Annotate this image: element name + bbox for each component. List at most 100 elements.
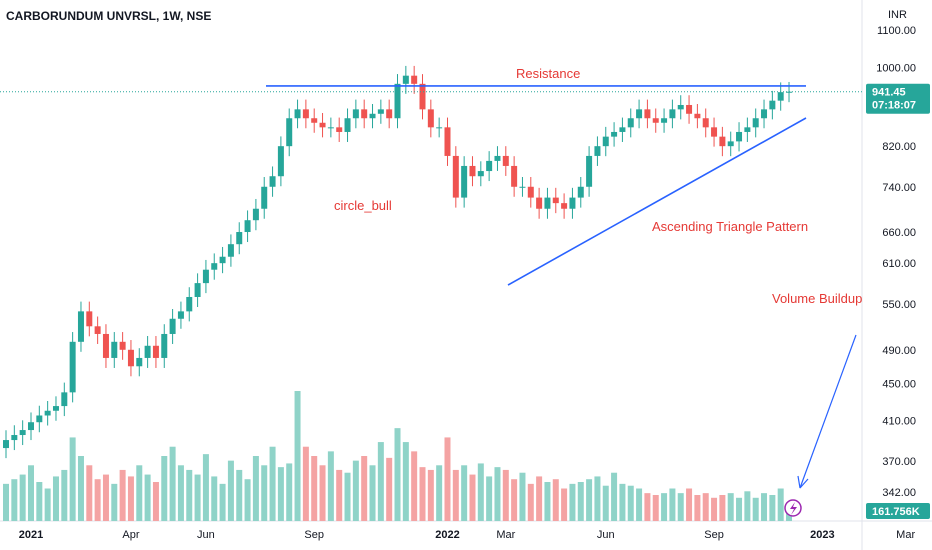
candle-body xyxy=(744,127,751,132)
y-tick-label: 370.00 xyxy=(882,456,916,468)
candle-body xyxy=(394,83,401,119)
lightning-icon-glyph xyxy=(790,502,797,515)
volume-bar xyxy=(302,446,309,521)
candle-body xyxy=(11,435,18,441)
y-tick-label: 610.00 xyxy=(882,258,916,270)
volume-badge xyxy=(866,503,930,519)
candle-body xyxy=(469,165,476,177)
y-tick-label: 550.00 xyxy=(882,299,916,311)
candle-body xyxy=(127,349,134,367)
candle-body xyxy=(544,197,551,209)
y-tick-label: 342.00 xyxy=(882,487,916,499)
candle-body xyxy=(427,109,434,128)
volume-bar xyxy=(369,465,376,521)
volume-bar xyxy=(402,442,409,521)
candle-body xyxy=(69,341,76,393)
candle-body xyxy=(611,131,618,137)
volume-bar xyxy=(686,488,693,521)
volume-bar xyxy=(36,482,43,521)
candle-body xyxy=(319,122,326,128)
volume-bar xyxy=(252,456,259,521)
circle-bull-label: circle_bull xyxy=(334,198,392,213)
y-tick-label: 740.00 xyxy=(882,182,916,194)
volume-bar xyxy=(711,497,718,521)
y-tick-label: 1100.00 xyxy=(877,25,916,37)
candle-body xyxy=(669,109,676,119)
candle-body xyxy=(86,311,93,327)
candle-body xyxy=(44,410,51,416)
y-tick-label: 660.00 xyxy=(882,227,916,239)
candle-body xyxy=(152,345,159,358)
y-tick-label: 1000.00 xyxy=(876,63,916,75)
volume-bar xyxy=(186,469,193,521)
y-tick-label: 450.00 xyxy=(882,378,916,390)
volume-bar xyxy=(469,474,476,521)
volume-bar xyxy=(44,488,51,521)
volume-bar xyxy=(511,479,518,521)
y-tick-label: 410.00 xyxy=(882,415,916,427)
x-tick-label: Jun xyxy=(597,529,615,541)
candle-body xyxy=(336,127,343,132)
x-tick-label: Apr xyxy=(122,529,139,541)
candle-body xyxy=(727,141,734,147)
volume-bar xyxy=(544,482,551,521)
candle-body xyxy=(261,186,268,209)
candle-body xyxy=(36,415,43,423)
volume-bar xyxy=(161,456,168,521)
x-tick-label: 2023 xyxy=(810,529,834,541)
volume-bar xyxy=(702,493,709,521)
volume-bar xyxy=(586,479,593,521)
volume-bar xyxy=(486,476,493,521)
volume-bar xyxy=(3,483,9,521)
volume-buildup-label: Volume Buildup xyxy=(772,291,862,306)
volume-bar xyxy=(494,467,501,521)
candle-body xyxy=(452,155,459,198)
volume-bar xyxy=(636,488,643,521)
volume-bar xyxy=(194,474,201,521)
candle-body xyxy=(294,109,301,119)
volume-bar xyxy=(502,469,509,521)
volume-bar xyxy=(661,493,668,521)
volume-arrow-head xyxy=(797,475,809,489)
candle-body xyxy=(769,100,776,110)
volume-bar xyxy=(211,476,218,521)
volume-bar xyxy=(719,495,726,521)
volume-bar xyxy=(277,467,284,521)
volume-bar xyxy=(27,465,34,521)
candle-body xyxy=(361,109,368,119)
candle-body xyxy=(286,118,293,147)
volume-bar xyxy=(619,483,626,521)
volume-bar xyxy=(427,469,434,521)
volume-bar xyxy=(752,497,759,521)
volume-bar xyxy=(202,454,209,521)
price-badge-countdown: 07:18:07 xyxy=(872,100,916,112)
volume-arrow-line xyxy=(799,334,857,489)
candle-body xyxy=(219,256,226,264)
candle-body xyxy=(327,127,334,129)
volume-bar xyxy=(327,451,334,521)
candle-body xyxy=(77,311,84,342)
volume-bar xyxy=(177,465,184,521)
candle-body xyxy=(61,392,68,407)
currency-label: INR xyxy=(888,9,907,21)
volume-bar xyxy=(677,493,684,521)
volume-bar xyxy=(11,479,18,521)
volume-bar xyxy=(227,460,234,521)
x-tick-label: Jun xyxy=(197,529,215,541)
candle-body xyxy=(244,220,251,233)
candle-body xyxy=(702,118,709,128)
volume-bar xyxy=(536,476,543,521)
candle-body xyxy=(486,160,493,172)
volume-bar xyxy=(111,483,118,521)
triangle-pattern-label: Ascending Triangle Pattern xyxy=(652,219,808,234)
volume-bar xyxy=(152,482,159,521)
candle-body xyxy=(527,186,534,198)
candle-body xyxy=(352,109,359,119)
candle-body xyxy=(169,318,176,334)
candle-body xyxy=(444,127,451,156)
volume-bar xyxy=(436,465,443,521)
volume-bar xyxy=(669,488,676,521)
volume-bar xyxy=(86,465,93,521)
x-tick-label: 2022 xyxy=(435,529,459,541)
